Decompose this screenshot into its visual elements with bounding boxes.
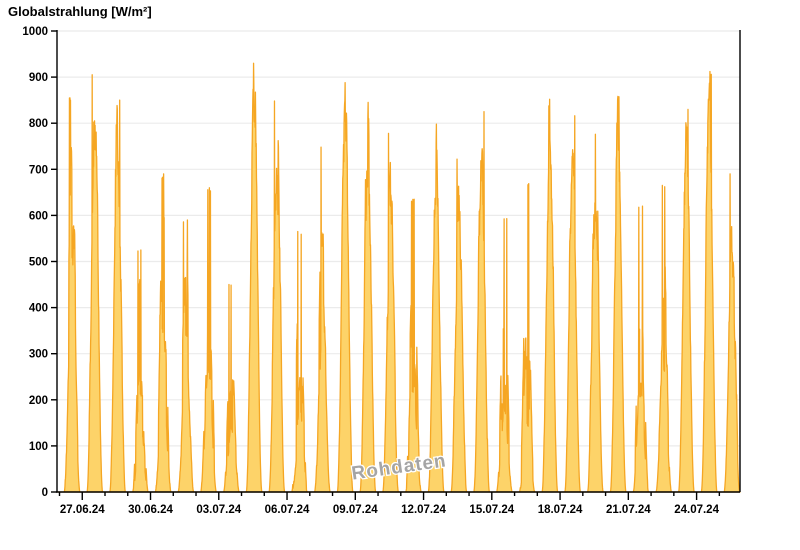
y-tick-label: 900	[29, 72, 48, 84]
x-tick-label: 27.06.24	[60, 504, 105, 516]
y-tick-label: 200	[29, 395, 48, 407]
y-tick-label: 400	[29, 303, 48, 315]
y-tick-label: 800	[29, 118, 48, 130]
x-tick-label: 15.07.24	[469, 504, 514, 516]
x-tick-label: 12.07.24	[401, 504, 446, 516]
chart-title: Globalstrahlung [W/m²]	[8, 4, 152, 19]
y-tick-label: 100	[29, 441, 48, 453]
y-tick-label: 0	[42, 487, 48, 499]
gridlines	[57, 30, 740, 447]
x-tick-label: 18.07.24	[538, 504, 583, 516]
x-tick-label: 09.07.24	[333, 504, 378, 516]
x-tick-label: 24.07.24	[674, 504, 719, 516]
x-axis-ticks: 27.06.24 30.06.24 03.07.24 06.07.24 09.07.24…	[58, 492, 721, 516]
x-tick-label: 21.07.24	[606, 504, 651, 516]
y-tick-label: 700	[29, 164, 48, 176]
radiation-area-series	[56, 62, 741, 493]
y-axis-ticks: 0 100 200 300 400 500 600 700 800 900 1000	[22, 26, 57, 499]
x-tick-label: 30.06.24	[128, 504, 173, 516]
y-tick-label: 300	[29, 349, 48, 361]
y-tick-label: 1000	[22, 26, 48, 38]
y-tick-label: 600	[29, 210, 48, 222]
x-tick-label: 03.07.24	[196, 504, 241, 516]
x-tick-label: 06.07.24	[265, 504, 310, 516]
y-tick-label: 500	[29, 257, 48, 269]
